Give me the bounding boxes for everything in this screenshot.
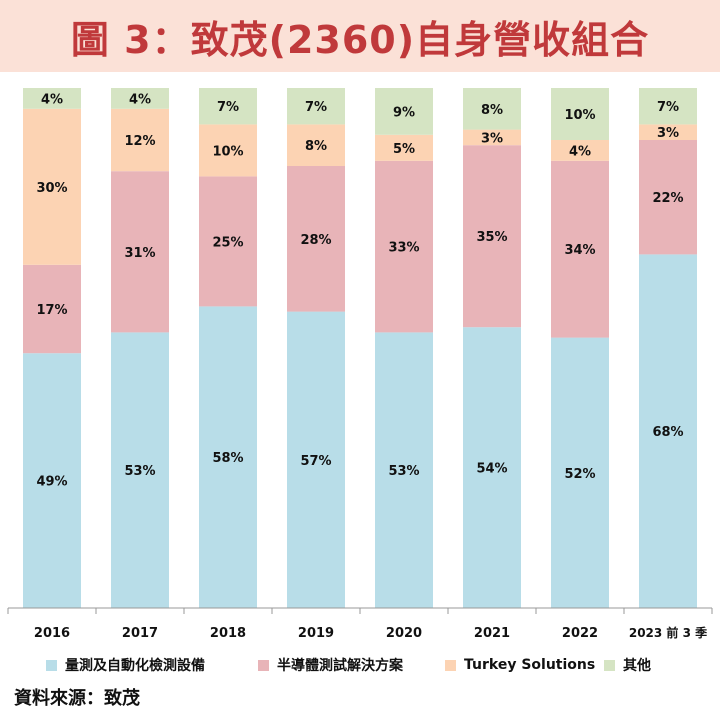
bar-segment-2018-series-3 [199, 88, 257, 125]
bar-segment-2019-series-1 [287, 166, 345, 312]
bar-segment-2022-series-3 [551, 88, 609, 140]
bar-segment-2019-series-0 [287, 311, 345, 608]
bar-segment-2022-series-1 [551, 160, 609, 338]
bar-segment-2018-series-1 [199, 176, 257, 307]
bar-segment-2016-series-1 [23, 264, 81, 354]
data-label: 7% [657, 100, 679, 115]
stacked-bar-chart: 49% 17% 30% 4% 2016 53% 31% 12% 4% 2017 58% 25% 10% 7… [7, 88, 713, 641]
data-label: 25% [212, 235, 243, 250]
data-label: 57% [300, 454, 331, 469]
bar-segment-2020-series-2 [375, 134, 433, 161]
bar-segment-2020-series-3 [375, 88, 433, 135]
data-label: 30% [36, 181, 67, 196]
data-label: 17% [36, 303, 67, 318]
legend-item: 量測及自動化檢測設備 [46, 654, 205, 676]
data-label: 12% [124, 134, 155, 149]
data-label: 68% [652, 425, 683, 440]
bar-segment-2020-series-1 [375, 160, 433, 333]
data-label: 7% [217, 100, 239, 115]
x-tick-label: 2018 [210, 626, 246, 641]
legend-label: 量測及自動化檢測設備 [65, 658, 205, 674]
data-label: 8% [481, 103, 503, 118]
x-tick-label: 2023 前 3 季 [629, 625, 708, 640]
bar-segment-2023-前-3-季-series-0 [639, 254, 697, 608]
legend-label: 其他 [623, 658, 651, 674]
data-label: 22% [652, 191, 683, 206]
legend-item: Turkey Solutions [445, 654, 595, 676]
bar-segment-2021-series-2 [463, 129, 521, 146]
data-label: 52% [564, 467, 595, 482]
bar-segment-2023-前-3-季-series-2 [639, 124, 697, 140]
data-label: 3% [657, 126, 679, 141]
data-label: 9% [393, 105, 415, 120]
data-label: 10% [212, 144, 243, 159]
legend-swatch [46, 659, 57, 671]
data-label: 4% [129, 92, 151, 107]
bar-segment-2017-series-0 [111, 332, 169, 608]
data-label: 8% [305, 139, 327, 154]
data-label: 34% [564, 243, 595, 258]
legend-item: 其他 [604, 654, 651, 676]
legend-swatch [604, 659, 615, 671]
data-label: 31% [124, 246, 155, 261]
title-bar: 圖 3：致茂(2360)自身營收組合 [0, 0, 720, 72]
legend-label: Turkey Solutions [464, 657, 596, 673]
data-label: 53% [388, 464, 419, 479]
chart-title: 圖 3：致茂(2360)自身營收組合 [70, 17, 650, 62]
data-label: 10% [564, 108, 595, 123]
data-label: 28% [300, 233, 331, 248]
data-label: 53% [124, 464, 155, 479]
legend-swatch [445, 659, 456, 671]
x-tick-label: 2022 [562, 626, 598, 641]
legend-item: 半導體測試解決方案 [258, 654, 403, 676]
x-tick-label: 2017 [122, 626, 158, 641]
bar-segment-2019-series-2 [287, 124, 345, 166]
bar-segment-2017-series-3 [111, 88, 169, 109]
data-label: 33% [388, 241, 419, 256]
bar-segment-2021-series-1 [463, 145, 521, 328]
source-note: 資料來源：致茂 [14, 688, 140, 709]
data-label: 7% [305, 100, 327, 115]
bar-segment-2022-series-2 [551, 140, 609, 161]
bar-segment-2016-series-0 [23, 353, 81, 608]
bar-segment-2016-series-3 [23, 88, 81, 109]
data-label: 35% [476, 230, 507, 245]
data-label: 54% [476, 462, 507, 477]
bar-segment-2017-series-1 [111, 171, 169, 333]
bar-segment-2023-前-3-季-series-1 [639, 140, 697, 255]
data-label: 5% [393, 142, 415, 157]
bar-segment-2021-series-3 [463, 88, 521, 130]
bar-segment-2023-前-3-季-series-3 [639, 88, 697, 125]
x-tick-label: 2021 [474, 626, 510, 641]
bar-segment-2020-series-0 [375, 332, 433, 608]
bar-segment-2017-series-2 [111, 108, 169, 172]
x-tick-label: 2019 [298, 626, 334, 641]
data-label: 49% [36, 475, 67, 490]
bar-segment-2022-series-0 [551, 337, 609, 608]
bar-segment-2021-series-0 [463, 327, 521, 608]
data-label: 3% [481, 131, 503, 146]
bar-segment-2018-series-2 [199, 124, 257, 177]
data-label: 58% [212, 451, 243, 466]
bar-segment-2019-series-3 [287, 88, 345, 125]
x-tick-label: 2016 [34, 626, 70, 641]
data-label: 4% [41, 92, 63, 107]
legend-swatch [258, 659, 269, 671]
legend: 量測及自動化檢測設備 半導體測試解決方案 Turkey Solutions 其他 [0, 654, 720, 676]
bar-segment-2016-series-2 [23, 108, 81, 265]
bar-segment-2018-series-0 [199, 306, 257, 608]
x-tick-label: 2020 [386, 626, 422, 641]
data-label: 4% [569, 144, 591, 159]
legend-label: 半導體測試解決方案 [277, 658, 403, 674]
